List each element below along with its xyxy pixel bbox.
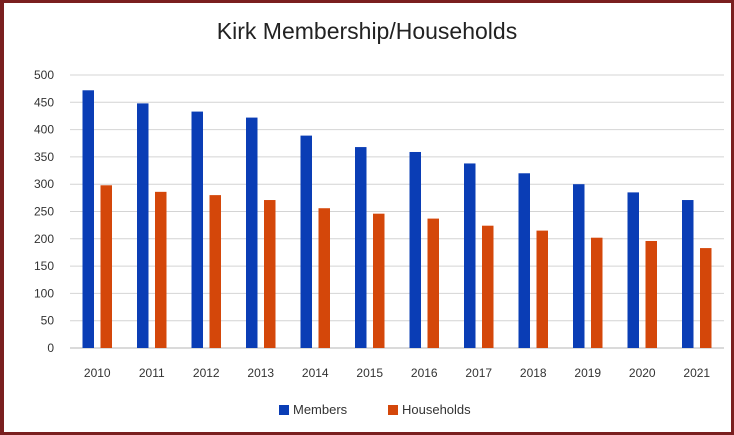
y-tick-label: 200	[34, 232, 54, 246]
x-tick-label: 2017	[465, 366, 492, 380]
y-tick-label: 100	[34, 286, 54, 300]
y-axis: 0 50 100 150 200 250 300 350 400 450 500	[34, 68, 54, 355]
bar-members-2020	[627, 192, 639, 348]
x-axis: 2010 2011 2012 2013 2014 2015 2016 2017 2018 2019…	[84, 366, 711, 380]
y-tick-label: 250	[34, 205, 54, 219]
x-tick-label: 2014	[302, 366, 329, 380]
x-tick-label: 2018	[520, 366, 547, 380]
y-tick-label: 150	[34, 259, 54, 273]
bars	[82, 90, 712, 349]
bar-members-2017	[464, 163, 476, 348]
bar-households-2012	[209, 195, 221, 348]
x-tick-label: 2015	[356, 366, 383, 380]
x-tick-label: 2020	[629, 366, 656, 380]
bar-households-2018	[536, 230, 548, 348]
bar-households-2010	[100, 185, 112, 348]
chart-title: Kirk Membership/Households	[216, 18, 518, 44]
legend: Members Households	[279, 402, 471, 417]
bar-members-2016	[409, 151, 421, 348]
bar-members-2011	[137, 103, 149, 348]
x-tick-label: 2019	[574, 366, 601, 380]
bar-households-2016	[427, 218, 439, 348]
x-tick-label: 2021	[683, 366, 710, 380]
bar-members-2019	[573, 184, 585, 348]
bar-members-2013	[246, 117, 258, 348]
gridlines	[70, 74, 724, 349]
y-tick-label: 300	[34, 177, 54, 191]
bar-households-2011	[155, 191, 167, 348]
bar-households-2017	[482, 225, 494, 348]
legend-label-members: Members	[293, 402, 348, 417]
y-tick-label: 500	[34, 68, 54, 82]
legend-swatch-households	[388, 405, 398, 415]
y-tick-label: 350	[34, 150, 54, 164]
bar-members-2018	[518, 173, 530, 348]
x-tick-label: 2016	[411, 366, 438, 380]
y-tick-label: 400	[34, 123, 54, 137]
bar-members-2010	[82, 90, 94, 349]
x-tick-label: 2010	[84, 366, 111, 380]
bar-households-2019	[591, 237, 603, 348]
bar-households-2021	[700, 248, 712, 348]
bar-members-2021	[682, 200, 694, 348]
x-tick-label: 2012	[193, 366, 220, 380]
bar-households-2014	[318, 208, 330, 348]
x-tick-label: 2011	[139, 366, 165, 380]
bar-members-2012	[191, 111, 203, 348]
y-tick-label: 0	[47, 341, 54, 355]
bar-households-2013	[264, 200, 276, 348]
bar-households-2015	[373, 213, 385, 348]
y-tick-label: 50	[41, 314, 55, 328]
legend-swatch-members	[279, 405, 289, 415]
x-tick-label: 2013	[247, 366, 274, 380]
bar-members-2014	[300, 135, 312, 348]
legend-label-households: Households	[402, 402, 471, 417]
y-tick-label: 450	[34, 95, 54, 109]
bar-households-2020	[645, 240, 657, 348]
bar-members-2015	[355, 147, 367, 348]
